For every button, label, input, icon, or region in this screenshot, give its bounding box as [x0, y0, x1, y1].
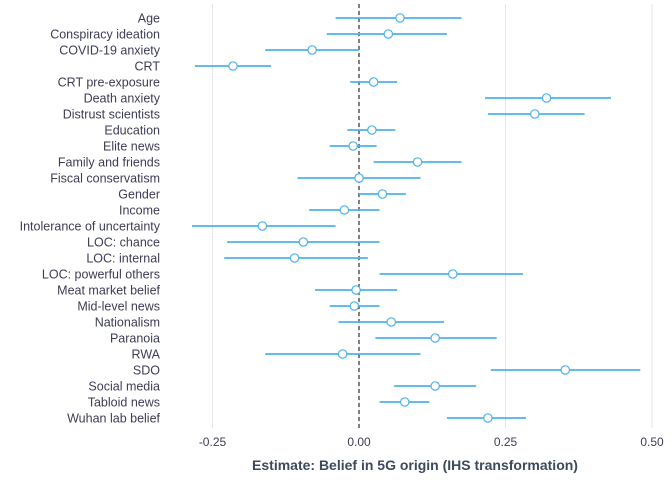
estimate-point-8 — [348, 141, 358, 151]
y-label-16: LOC: powerful others — [42, 268, 160, 282]
estimate-point-4 — [368, 77, 379, 87]
estimate-rows — [191, 13, 641, 423]
estimate-point-10 — [354, 173, 364, 183]
y-label-15: LOC: internal — [86, 252, 160, 266]
y-label-10: Fiscal conservatism — [50, 172, 160, 186]
y-label-0: Age — [138, 12, 160, 26]
x-axis-title: Estimate: Belief in 5G origin (IHS trans… — [252, 457, 578, 473]
y-label-7: Education — [104, 124, 160, 138]
y-label-4: CRT pre-exposure — [58, 76, 160, 90]
y-label-8: Elite news — [103, 140, 160, 154]
estimate-point-23 — [430, 381, 440, 391]
estimate-point-12 — [339, 205, 350, 215]
x-axis-tick-labels: -0.25 0.00 0.25 0.50 — [199, 435, 664, 449]
y-label-9: Family and friends — [58, 156, 160, 170]
y-label-2: COVID-19 anxiety — [59, 44, 160, 58]
estimate-point-17 — [351, 285, 361, 295]
y-label-19: Nationalism — [95, 316, 160, 330]
y-label-25: Wuhan lab belief — [67, 412, 160, 426]
estimate-point-6 — [529, 109, 540, 119]
y-label-18: Mid-level news — [77, 300, 160, 314]
estimate-point-18 — [349, 301, 360, 311]
y-label-12: Income — [119, 204, 160, 218]
y-label-3: CRT — [135, 60, 161, 74]
estimate-point-1 — [383, 29, 394, 39]
estimate-point-25 — [483, 413, 493, 423]
x-tick-label-0: -0.25 — [199, 435, 227, 449]
estimate-point-22 — [560, 365, 571, 375]
estimate-point-0 — [395, 13, 405, 23]
y-axis-labels: Age Conspiracy ideation COVID-19 anxiety CR… — [20, 12, 161, 426]
estimate-point-9 — [412, 157, 423, 167]
estimate-point-11 — [377, 189, 388, 199]
estimate-point-14 — [298, 237, 309, 247]
y-label-5: Death anxiety — [84, 92, 161, 106]
y-label-21: RWA — [132, 348, 161, 362]
y-label-14: LOC: chance — [87, 236, 160, 250]
estimate-point-2 — [307, 45, 317, 55]
y-label-13: Intolerance of uncertainty — [20, 220, 161, 234]
y-label-17: Meat market belief — [57, 284, 160, 298]
estimate-point-16 — [447, 269, 458, 279]
grid-lines — [212, 4, 653, 428]
y-label-20: Paranoia — [110, 332, 160, 346]
y-label-23: Social media — [88, 380, 160, 394]
x-tick-label-1: 0.00 — [347, 435, 371, 449]
x-tick-label-2: 0.25 — [494, 435, 518, 449]
estimate-point-20 — [430, 333, 440, 343]
estimate-point-24 — [399, 397, 410, 407]
y-label-11: Gender — [118, 188, 160, 202]
estimate-point-5 — [541, 93, 552, 103]
estimate-point-19 — [386, 317, 397, 327]
estimate-point-13 — [257, 221, 268, 231]
x-tick-label-3: 0.50 — [640, 435, 664, 449]
estimate-point-15 — [289, 253, 300, 263]
y-label-22: SDO — [133, 364, 160, 378]
estimate-point-21 — [337, 349, 348, 359]
y-label-6: Distrust scientists — [63, 108, 160, 122]
estimate-point-7 — [367, 125, 377, 135]
estimate-point-3 — [228, 61, 238, 71]
y-label-24: Tabloid news — [88, 396, 160, 410]
y-label-1: Conspiracy ideation — [50, 28, 160, 42]
